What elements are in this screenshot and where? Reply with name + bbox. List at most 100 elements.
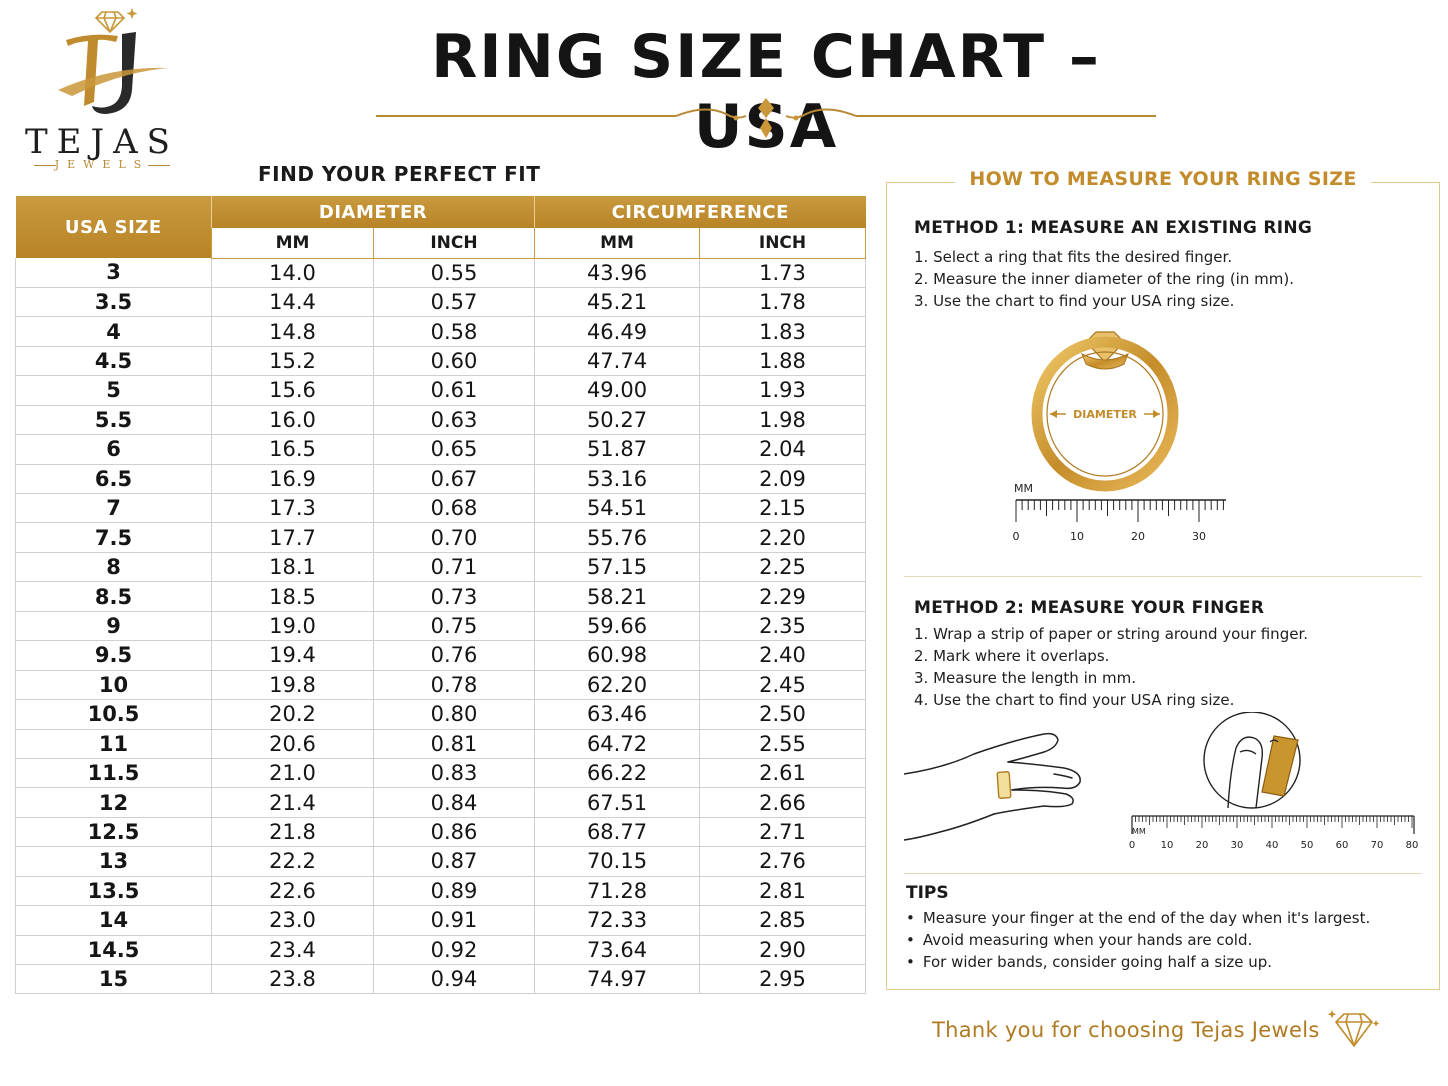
diameter-inch-cell: 0.92 bbox=[373, 935, 535, 966]
circumference-inch-cell: 2.20 bbox=[698, 522, 867, 553]
diameter-mm-cell: 19.8 bbox=[211, 670, 374, 701]
ring-diameter-illustration: DIAMETER MM 0 10 20 30 bbox=[1013, 331, 1226, 543]
size-cell: 7.5 bbox=[15, 522, 212, 553]
circumference-mm-cell: 70.15 bbox=[534, 846, 700, 877]
size-cell: 11 bbox=[15, 729, 212, 759]
circumference-inch-cell: 2.71 bbox=[698, 817, 867, 848]
ruler-tick-label: 40 bbox=[1266, 840, 1279, 851]
circumference-mm-cell: 57.15 bbox=[534, 552, 700, 583]
table-row: 10 19.8 0.78 62.20 2.45 bbox=[15, 670, 867, 701]
ruler-tick-label: 0 bbox=[1129, 840, 1135, 851]
circumference-inch-cell: 1.88 bbox=[698, 346, 867, 377]
size-cell: 4.5 bbox=[15, 346, 212, 377]
circumference-inch-cell: 2.09 bbox=[698, 464, 867, 495]
method2-step: 3. Measure the length in mm. bbox=[914, 669, 1136, 687]
tips-title: TIPS bbox=[906, 883, 949, 903]
size-cell: 5.5 bbox=[15, 405, 212, 436]
size-cell: 12 bbox=[15, 787, 212, 818]
circumference-mm-cell: 63.46 bbox=[534, 699, 700, 730]
diameter-mm-cell: 15.2 bbox=[211, 346, 374, 377]
ruler-tick-label: 70 bbox=[1371, 840, 1384, 851]
circumference-mm-cell: 54.51 bbox=[534, 493, 700, 524]
diameter-label: DIAMETER bbox=[1073, 408, 1137, 421]
size-cell: 6 bbox=[15, 434, 212, 465]
brand-logo: TEJAS JEWELS bbox=[14, 6, 190, 174]
diameter-inch-cell: 0.94 bbox=[373, 964, 535, 995]
method2-steps: 1. Wrap a strip of paper or string aroun… bbox=[914, 623, 1308, 711]
diameter-mm-cell: 23.0 bbox=[211, 905, 374, 936]
section-divider bbox=[904, 576, 1422, 577]
method2-step: 1. Wrap a strip of paper or string aroun… bbox=[914, 625, 1308, 643]
diameter-inch-cell: 0.83 bbox=[373, 758, 535, 789]
col-group-circumference: CIRCUMFERENCE bbox=[533, 196, 866, 228]
circumference-inch-cell: 2.40 bbox=[698, 640, 867, 671]
circumference-mm-cell: 49.00 bbox=[534, 375, 700, 406]
diameter-inch-cell: 0.76 bbox=[373, 640, 535, 671]
col-header-diameter-mm: MM bbox=[211, 228, 374, 259]
circumference-mm-cell: 43.96 bbox=[534, 258, 700, 288]
tip-item: Avoid measuring when your hands are cold… bbox=[906, 929, 1370, 951]
diameter-inch-cell: 0.75 bbox=[373, 611, 535, 642]
circumference-inch-cell: 1.98 bbox=[698, 405, 867, 436]
table-row: 9 19.0 0.75 59.66 2.35 bbox=[15, 611, 867, 642]
table-body: 3 14.0 0.55 43.96 1.73 3.5 14.4 0.57 45.21 1.78 4 1… bbox=[15, 258, 867, 995]
size-cell: 14.5 bbox=[15, 935, 212, 966]
circumference-mm-cell: 64.72 bbox=[534, 729, 700, 759]
tips-list: Measure your finger at the end of the da… bbox=[906, 907, 1370, 973]
diameter-inch-cell: 0.70 bbox=[373, 522, 535, 553]
diameter-mm-cell: 17.7 bbox=[211, 522, 374, 553]
diamond-icon bbox=[1327, 1010, 1380, 1047]
circumference-mm-cell: 72.33 bbox=[534, 905, 700, 936]
size-cell: 12.5 bbox=[15, 817, 212, 848]
diameter-inch-cell: 0.65 bbox=[373, 434, 535, 465]
section-divider bbox=[904, 873, 1422, 874]
circumference-inch-cell: 2.45 bbox=[698, 670, 867, 701]
diameter-inch-cell: 0.57 bbox=[373, 287, 535, 318]
ruler-tick-label: 80 bbox=[1406, 840, 1419, 851]
table-row: 13 22.2 0.87 70.15 2.76 bbox=[15, 846, 867, 877]
table-row: 14 23.0 0.91 72.33 2.85 bbox=[15, 905, 867, 936]
circumference-inch-cell: 2.66 bbox=[698, 787, 867, 818]
size-cell: 13 bbox=[15, 846, 212, 877]
diameter-inch-cell: 0.81 bbox=[373, 729, 535, 759]
circumference-mm-cell: 59.66 bbox=[534, 611, 700, 642]
size-cell: 8.5 bbox=[15, 581, 212, 612]
diameter-mm-cell: 19.0 bbox=[211, 611, 374, 642]
table-row: 5 15.6 0.61 49.00 1.93 bbox=[15, 375, 867, 406]
diameter-inch-cell: 0.68 bbox=[373, 493, 535, 524]
diameter-inch-cell: 0.63 bbox=[373, 405, 535, 436]
size-cell: 7 bbox=[15, 493, 212, 524]
brand-sub-line-left bbox=[34, 165, 56, 166]
ruler-ticks bbox=[1015, 500, 1224, 522]
diameter-mm-cell: 19.4 bbox=[211, 640, 374, 671]
measure-heading: HOW TO MEASURE YOUR RING SIZE bbox=[955, 168, 1371, 190]
ruler-tick-labels: 0 10 20 30 40 50 60 70 80 bbox=[1129, 840, 1419, 851]
table-row: 8 18.1 0.71 57.15 2.25 bbox=[15, 552, 867, 583]
table-row: 3 14.0 0.55 43.96 1.73 bbox=[15, 258, 867, 288]
circumference-inch-cell: 2.55 bbox=[698, 729, 867, 759]
table-row: 8.5 18.5 0.73 58.21 2.29 bbox=[15, 581, 867, 612]
circumference-inch-cell: 2.29 bbox=[698, 581, 867, 612]
diameter-inch-cell: 0.71 bbox=[373, 552, 535, 583]
size-cell: 9 bbox=[15, 611, 212, 642]
size-cell: 10.5 bbox=[15, 699, 212, 730]
tj-monogram-icon bbox=[58, 8, 168, 114]
thank-you-text: Thank you for choosing Tejas Jewels bbox=[932, 1018, 1320, 1042]
table-row: 6.5 16.9 0.67 53.16 2.09 bbox=[15, 464, 867, 495]
diameter-inch-cell: 0.67 bbox=[373, 464, 535, 495]
circumference-mm-cell: 47.74 bbox=[534, 346, 700, 377]
table-row: 13.5 22.6 0.89 71.28 2.81 bbox=[15, 876, 867, 907]
diameter-mm-cell: 15.6 bbox=[211, 375, 374, 406]
circumference-mm-cell: 62.20 bbox=[534, 670, 700, 701]
diameter-mm-cell: 22.6 bbox=[211, 876, 374, 907]
diameter-mm-cell: 21.4 bbox=[211, 787, 374, 818]
circumference-mm-cell: 50.27 bbox=[534, 405, 700, 436]
circumference-mm-cell: 68.77 bbox=[534, 817, 700, 848]
diameter-mm-cell: 16.9 bbox=[211, 464, 374, 495]
ring-size-table: USA SIZE DIAMETER CIRCUMFERENCE MM INCH … bbox=[15, 196, 867, 995]
tip-item: Measure your finger at the end of the da… bbox=[906, 907, 1370, 929]
circumference-mm-cell: 51.87 bbox=[534, 434, 700, 465]
circumference-inch-cell: 2.95 bbox=[698, 964, 867, 995]
ruler-tick-label: 30 bbox=[1231, 840, 1244, 851]
hand-with-paper-strip-illustration bbox=[904, 732, 1081, 841]
